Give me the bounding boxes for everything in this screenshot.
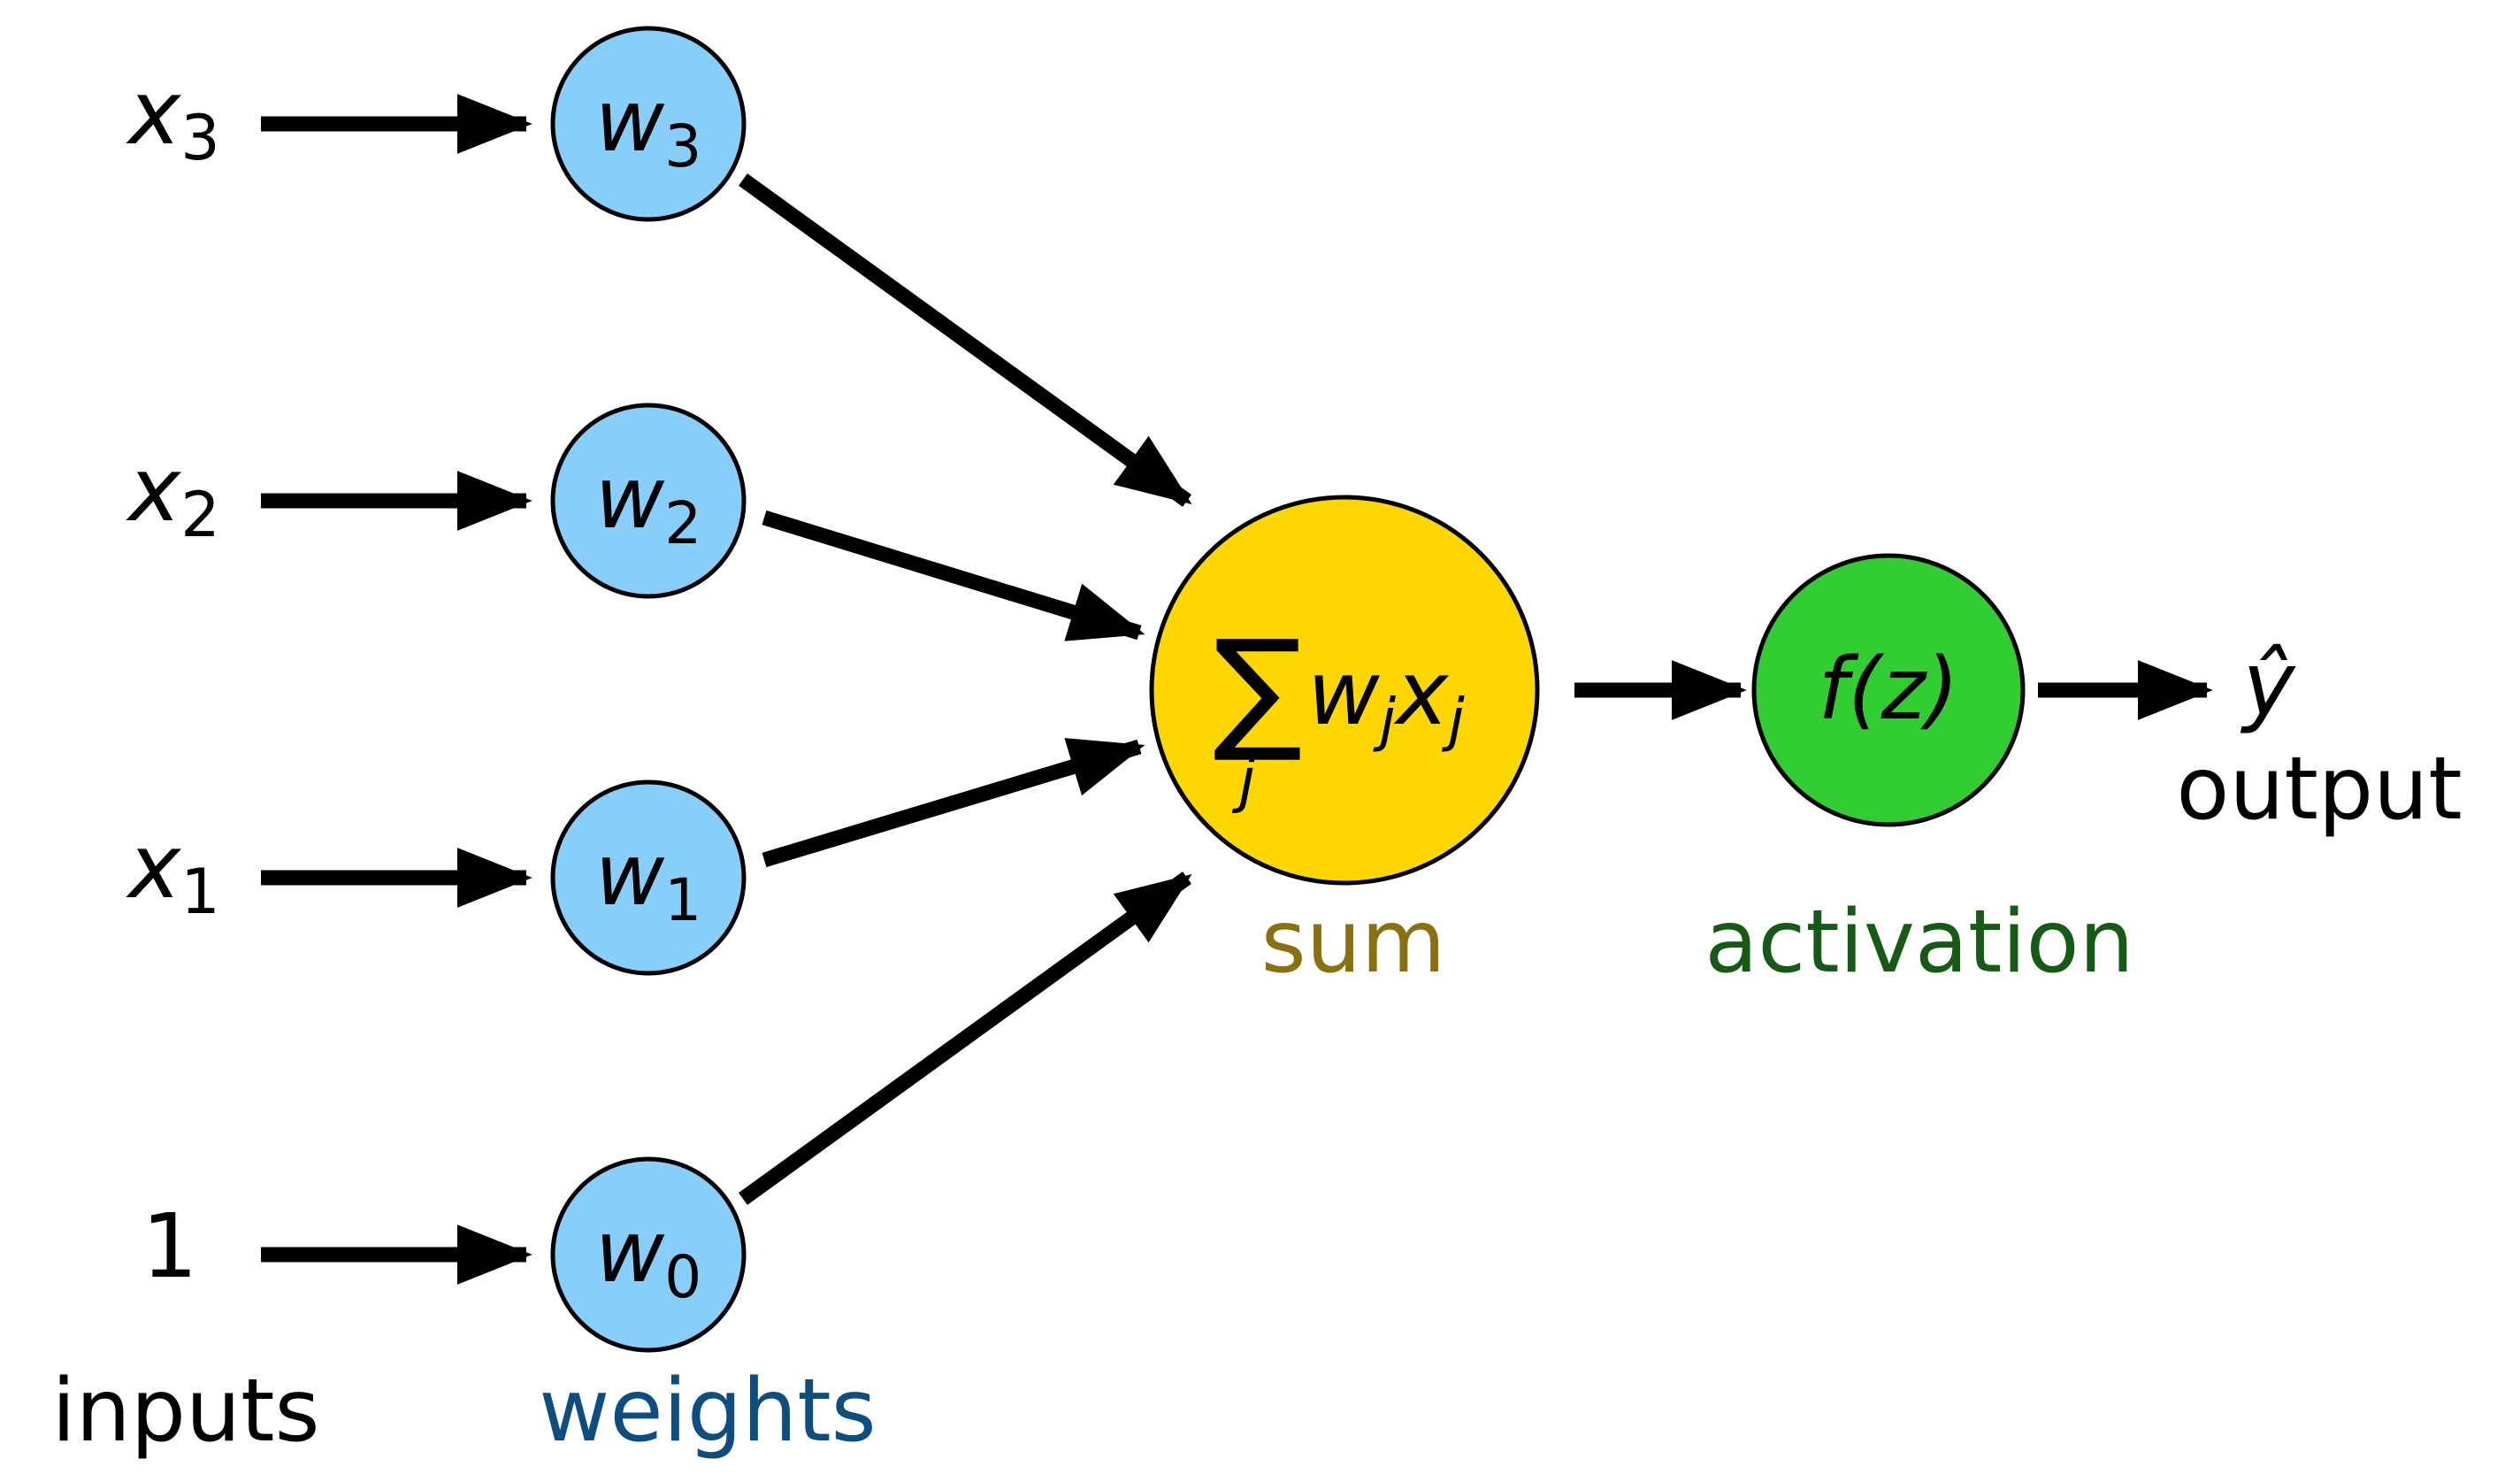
- input-x1: x1: [126, 815, 220, 928]
- svg-text:w1: w1: [595, 825, 702, 934]
- caption-activation: activation: [1704, 892, 2133, 993]
- arrow-w0-to-sum: [739, 872, 1192, 1205]
- caption-weights: weights: [539, 1361, 876, 1462]
- arrow-w2-to-sum: [762, 510, 1145, 641]
- activation-formula: f(z): [1818, 640, 1958, 739]
- input-bias: 1: [142, 1194, 198, 1298]
- activation-node: f(z): [1751, 553, 2026, 827]
- svg-text:w2: w2: [595, 449, 702, 557]
- arrow-w1-to-sum: [762, 738, 1145, 868]
- svg-text:w3: w3: [595, 72, 702, 180]
- input-x3: x3: [126, 61, 220, 174]
- input-x2: x2: [126, 438, 220, 551]
- weight-node-w2: w2: [550, 403, 747, 599]
- weight-node-w3: w3: [550, 26, 747, 222]
- caption-sum: sum: [1261, 892, 1446, 993]
- sum-node: ∑ j wjxj: [1149, 495, 1540, 886]
- sum-term: wjxj: [1307, 641, 1465, 754]
- output-yhat: ŷ: [2240, 633, 2296, 736]
- weight-node-w0: w0: [550, 1156, 747, 1353]
- sum-sigma: ∑: [1213, 612, 1302, 766]
- svg-text:w0: w0: [595, 1202, 702, 1311]
- arrow-w3-to-sum: [739, 173, 1192, 507]
- caption-output: output: [2176, 739, 2462, 840]
- caption-inputs: inputs: [51, 1361, 319, 1462]
- weight-node-w1: w1: [550, 779, 747, 976]
